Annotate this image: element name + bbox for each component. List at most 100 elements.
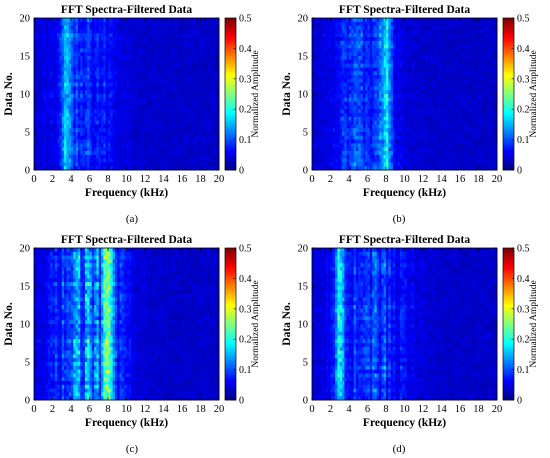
heatmap-cell [126,101,130,106]
heatmap-cell [87,71,90,76]
heatmap-cell [75,158,79,163]
heatmap-cell [147,67,151,72]
heatmap-cell [73,139,77,144]
heatmap-cell [406,52,410,57]
heatmap-cell [351,71,355,76]
heatmap-cell [124,52,127,57]
heatmap-cell [446,59,449,64]
heatmap-cell [404,44,408,49]
heatmap-cell [68,44,72,49]
heatmap-cell [117,37,120,42]
heatmap-cell [133,18,137,23]
heatmap-cell [142,67,146,72]
heatmap-cell [119,109,123,114]
heatmap-cell [441,29,445,34]
heatmap-cell [140,97,144,102]
heatmap-cell [80,132,83,137]
heatmap-cell [381,40,385,45]
heatmap-cell [94,135,97,140]
heatmap-cell [362,56,366,61]
x-tick-label: 2 [50,174,55,185]
heatmap-cell [381,37,385,42]
heatmap-cell [38,37,42,42]
heatmap-cell [480,29,484,34]
heatmap-cell [369,86,373,91]
heatmap-cell [140,67,144,72]
heatmap-cell [38,154,42,159]
heatmap-cell [161,86,164,91]
heatmap-cell [476,40,479,45]
heatmap-cell [425,75,429,80]
heatmap-cell [490,90,493,95]
heatmap-cell [365,56,368,61]
heatmap-cell [195,86,199,91]
heatmap-cell [418,59,422,64]
heatmap-cell [386,63,389,68]
heatmap-cell [402,25,405,30]
heatmap-cell [476,78,479,83]
heatmap-cell [87,139,90,144]
heatmap-cell [175,94,178,99]
heatmap-cell [66,52,70,57]
heatmap-cell [117,132,120,137]
heatmap-cell [82,151,86,156]
heatmap-cell [145,48,148,53]
heatmap-cell [54,33,58,38]
heatmap-cell [124,67,127,72]
colorbar-tick-label: 0.2 [239,105,252,116]
colorbar-segment [225,48,236,52]
heatmap-cell [323,82,327,87]
heatmap-cell [312,18,315,23]
heatmap-cell [312,78,315,83]
heatmap-cell [94,101,97,106]
heatmap-cell [379,25,382,30]
heatmap-cell [77,147,81,152]
heatmap-cell [381,48,385,53]
heatmap-cell [156,78,160,83]
heatmap-cell [163,97,167,102]
heatmap-cell [140,151,144,156]
heatmap-cell [330,18,334,23]
heatmap-cell [124,82,127,87]
heatmap-cell [156,166,160,171]
heatmap-cell [200,94,204,99]
heatmap-cell [427,52,431,57]
heatmap-cell [133,109,137,114]
heatmap-cell [168,29,171,34]
heatmap-cell [89,33,93,38]
heatmap-cell [68,132,72,137]
heatmap-cell [105,109,109,114]
heatmap-cell [466,78,470,83]
heatmap-cell [40,67,44,72]
heatmap-cell [360,44,364,49]
heatmap-cell [64,97,67,102]
heatmap-cell [75,120,79,125]
heatmap-cell [101,67,104,72]
heatmap-cell [205,143,208,148]
heatmap-cell [439,82,442,87]
heatmap-cell [360,59,364,64]
heatmap-cell [163,21,167,26]
heatmap-cell [110,132,114,137]
heatmap-cell [38,94,42,99]
heatmap-cell [147,162,151,167]
heatmap-cell [73,90,77,95]
heatmap-cell [339,18,343,23]
heatmap-cell [395,78,398,83]
heatmap-cell [198,94,201,99]
heatmap-cell [45,18,49,23]
heatmap-cell [200,135,204,140]
heatmap-cell [476,67,479,72]
heatmap-cell [209,97,213,102]
heatmap-cell [135,94,139,99]
heatmap-cell [406,67,410,72]
heatmap-cell [142,25,146,30]
heatmap-cell [43,33,46,38]
heatmap-cell [376,37,380,42]
colorbar-segment [225,167,236,171]
heatmap-cell [427,25,431,30]
heatmap-cell [110,86,114,91]
heatmap-cell [478,37,482,42]
heatmap-cell [71,59,74,64]
heatmap-cell [119,37,123,42]
